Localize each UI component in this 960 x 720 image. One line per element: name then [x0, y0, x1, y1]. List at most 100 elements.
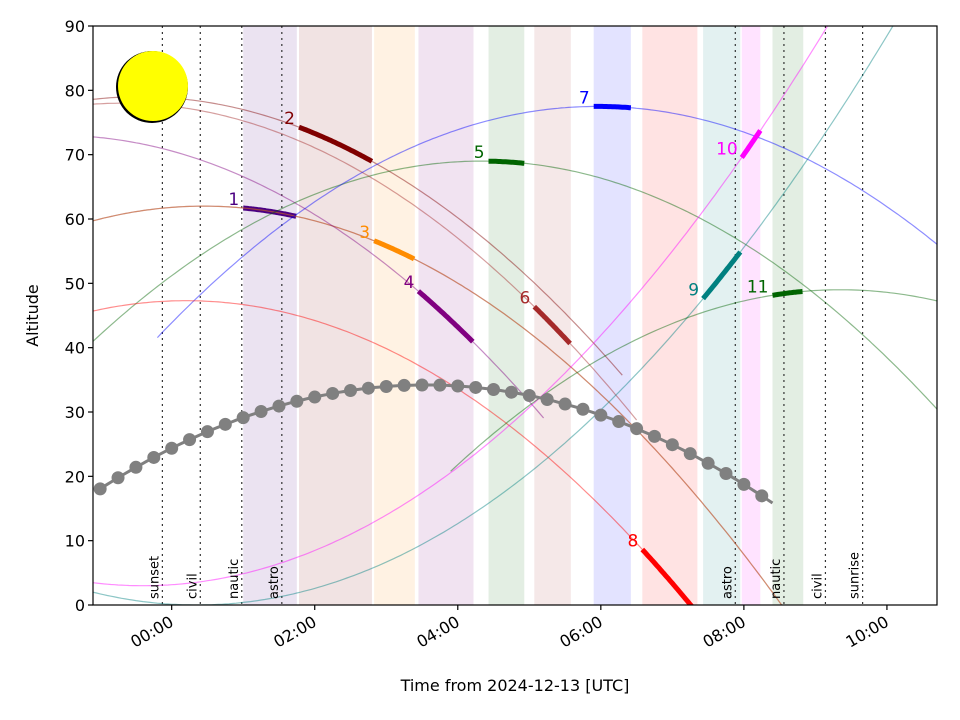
- series-label-4: 4: [404, 273, 415, 293]
- series-curve-10: [93, 26, 829, 587]
- moon-track-point: [129, 460, 143, 474]
- x-tick-label: 06:00: [556, 612, 605, 652]
- y-tick-label: 60: [65, 210, 85, 229]
- series-label-3: 3: [359, 223, 370, 243]
- moon-disc: [118, 51, 188, 121]
- series-highlight-3: [373, 238, 416, 262]
- series-highlight-11: [772, 289, 803, 298]
- moon-track-point: [540, 392, 554, 406]
- y-tick-label: 80: [65, 81, 85, 100]
- twilight-label-civil: civil: [185, 573, 200, 599]
- x-axis-label: Time from 2024-12-13 [UTC]: [400, 676, 630, 695]
- moon-track-point: [683, 447, 697, 461]
- moon-track-point: [701, 456, 715, 470]
- series-highlight-1: [243, 205, 297, 219]
- moon-track-point: [612, 415, 626, 429]
- target-band-7: [593, 26, 631, 605]
- moon-track-point: [719, 466, 733, 480]
- target-band-10: [741, 26, 761, 605]
- series-curve-3: [93, 205, 783, 605]
- moon-track-point: [469, 380, 483, 394]
- moon-track-point: [236, 411, 250, 425]
- y-tick-label: 70: [65, 146, 85, 165]
- moon-track-point: [415, 378, 429, 392]
- twilight-label-civil: civil: [810, 573, 825, 599]
- series-highlight-7: [593, 103, 632, 111]
- series-highlight-2: [298, 124, 374, 164]
- plot-frame: [92, 25, 938, 606]
- target-band-2: [298, 26, 372, 605]
- series-curve-1: [93, 205, 783, 605]
- twilight-label-astro: astro: [720, 566, 735, 599]
- moon-track-point: [111, 471, 125, 485]
- moon-track-point: [665, 438, 679, 452]
- x-tick-label: 02:00: [270, 612, 319, 652]
- moon-track-point: [451, 379, 465, 393]
- moon-track-point: [165, 441, 179, 455]
- y-tick-label: 0: [75, 596, 85, 615]
- series-highlight-10: [739, 129, 763, 159]
- moon-track-point: [308, 390, 322, 404]
- series-curve-7: [156, 105, 937, 339]
- series-curve-8: [93, 300, 692, 605]
- moon-track-point: [147, 450, 161, 464]
- series-label-2: 2: [284, 109, 295, 129]
- series-label-8: 8: [627, 531, 638, 551]
- moon-track-point: [630, 422, 644, 436]
- moon-track-point: [218, 417, 232, 431]
- twilight-label-nautic: nautic: [227, 559, 242, 599]
- series-label-7: 7: [579, 88, 590, 108]
- moon-track-point: [200, 425, 214, 439]
- target-band-9: [703, 26, 741, 605]
- series-curve-11: [450, 289, 937, 472]
- series-label-5: 5: [474, 143, 485, 163]
- series-label-1: 1: [228, 190, 239, 210]
- moon-track-point: [522, 389, 536, 403]
- moon-track-point: [254, 405, 268, 419]
- y-tick-label: 30: [65, 403, 85, 422]
- y-axis-label: Altitude: [23, 284, 42, 347]
- target-band-3: [374, 26, 415, 605]
- moon-track-point: [290, 394, 304, 408]
- target-band-5: [488, 26, 525, 605]
- x-tick-label: 00:00: [127, 612, 176, 652]
- twilight-label-astro: astro: [267, 566, 282, 599]
- moon-icon: [116, 51, 188, 123]
- y-tick-label: 20: [65, 467, 85, 486]
- moon-track-point: [379, 379, 393, 393]
- moon-track-point: [361, 381, 375, 395]
- target-band-1: [243, 26, 297, 605]
- x-tick-label: 04:00: [413, 612, 462, 652]
- series-highlight-9: [701, 250, 743, 301]
- moon-track-point: [504, 385, 518, 399]
- moon-track-point: [343, 384, 357, 398]
- moon-track-point: [397, 378, 411, 392]
- moon-track-point: [326, 386, 340, 400]
- series-highlight-6: [532, 304, 572, 346]
- moon-track-point: [183, 433, 197, 447]
- moon-track-point: [272, 399, 286, 413]
- series-curve-9: [93, 26, 894, 605]
- moon-track-point: [558, 397, 572, 411]
- series-label-9: 9: [688, 281, 699, 301]
- moon-track-point: [576, 402, 590, 416]
- series-label-10: 10: [716, 140, 738, 160]
- y-tick-label: 50: [65, 274, 85, 293]
- moon-track-point: [487, 383, 501, 397]
- x-tick-label: 08:00: [699, 612, 748, 652]
- moon-track-point: [737, 477, 751, 491]
- twilight-label-sunset: sunset: [147, 556, 162, 599]
- x-tick-label: 10:00: [843, 612, 892, 652]
- moon-track-point: [755, 489, 769, 503]
- series-label-11: 11: [747, 277, 769, 297]
- twilight-label-nautic: nautic: [769, 559, 784, 599]
- moon-track-point: [647, 429, 661, 443]
- series-highlight-8: [640, 547, 694, 605]
- moon-track-point: [594, 408, 608, 422]
- y-tick-label: 10: [65, 532, 85, 551]
- target-band-8: [642, 26, 698, 605]
- moon-track-point: [93, 482, 107, 496]
- y-tick-label: 40: [65, 339, 85, 358]
- moon-track-point: [433, 378, 447, 392]
